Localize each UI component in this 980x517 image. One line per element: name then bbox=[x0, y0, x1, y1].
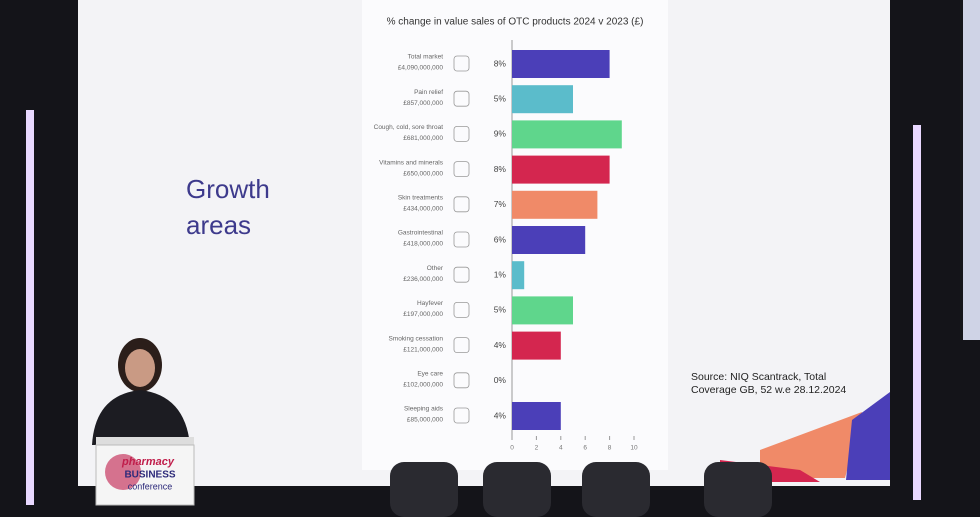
x-tick-label: 4 bbox=[559, 445, 563, 452]
sales-label: £418,000,000 bbox=[403, 241, 443, 248]
category-label: Hayfever bbox=[417, 300, 444, 307]
bar bbox=[512, 120, 622, 149]
x-tick-label: 2 bbox=[535, 445, 539, 452]
side-screen bbox=[963, 0, 980, 340]
category-label: Other bbox=[427, 265, 444, 272]
logo-text: pharmacy bbox=[121, 456, 175, 468]
light-bar bbox=[26, 110, 34, 505]
sales-label: £434,000,000 bbox=[403, 206, 443, 213]
bar bbox=[512, 226, 586, 254]
bar bbox=[512, 155, 610, 184]
source-note: Coverage GB, 52 w.e 28.12.2024 bbox=[691, 384, 846, 396]
category-label: Eye care bbox=[417, 371, 443, 378]
heading: areas bbox=[186, 210, 251, 240]
sales-label: £650,000,000 bbox=[403, 170, 443, 177]
sales-label: £4,090,000,000 bbox=[398, 65, 444, 72]
sales-label: £121,000,000 bbox=[403, 346, 443, 353]
bar bbox=[512, 296, 573, 325]
chair bbox=[390, 462, 458, 517]
bar bbox=[512, 50, 610, 78]
decor-shape bbox=[846, 392, 890, 480]
logo-globe bbox=[105, 454, 141, 490]
x-tick-label: 10 bbox=[630, 445, 638, 452]
value-label: 0% bbox=[494, 375, 507, 385]
value-label: 4% bbox=[494, 340, 507, 350]
value-label: 1% bbox=[494, 269, 507, 279]
category-label: Skin treatments bbox=[398, 195, 444, 202]
category-label: Sleeping aids bbox=[404, 406, 444, 413]
source-note: Source: NIQ Scantrack, Total bbox=[691, 371, 826, 383]
sales-label: £857,000,000 bbox=[403, 100, 443, 107]
decor-shape bbox=[760, 412, 862, 478]
sales-label: £102,000,000 bbox=[403, 382, 443, 389]
logo-text: conference bbox=[128, 481, 173, 491]
chart-title: % change in value sales of OTC products … bbox=[387, 17, 644, 28]
bar bbox=[512, 331, 561, 360]
chair bbox=[582, 462, 650, 517]
category-icon bbox=[453, 196, 470, 213]
category-label: Vitamins and minerals bbox=[379, 159, 444, 166]
category-label: Total market bbox=[408, 54, 444, 61]
category-label: Pain relief bbox=[414, 89, 443, 96]
category-icon bbox=[453, 266, 470, 283]
category-icon bbox=[453, 90, 470, 107]
value-label: 5% bbox=[494, 305, 507, 315]
value-label: 8% bbox=[494, 58, 507, 68]
podium-top bbox=[96, 437, 194, 447]
category-label: Cough, cold, sore throat bbox=[374, 124, 444, 131]
value-label: 7% bbox=[494, 199, 507, 209]
category-icon bbox=[453, 231, 470, 248]
sales-label: £236,000,000 bbox=[403, 276, 443, 283]
value-label: 8% bbox=[494, 164, 507, 174]
speaker bbox=[92, 338, 190, 445]
category-icon bbox=[453, 337, 470, 354]
value-label: 6% bbox=[494, 234, 507, 244]
category-icon bbox=[453, 161, 470, 178]
category-label: Gastrointestinal bbox=[398, 230, 444, 237]
face bbox=[125, 349, 155, 387]
chairs bbox=[390, 462, 772, 517]
category-icon bbox=[453, 55, 470, 72]
light-bar bbox=[913, 125, 921, 500]
bar bbox=[512, 85, 573, 114]
x-tick-label: 0 bbox=[510, 445, 514, 452]
chair bbox=[483, 462, 551, 517]
value-label: 9% bbox=[494, 129, 507, 139]
sales-label: £197,000,000 bbox=[403, 311, 443, 318]
heading: Growth bbox=[186, 174, 270, 204]
category-icon bbox=[453, 126, 470, 142]
value-label: 4% bbox=[494, 410, 507, 420]
category-icon bbox=[453, 407, 470, 424]
chair bbox=[704, 462, 772, 517]
category-label: Smoking cessation bbox=[388, 335, 443, 342]
torso bbox=[92, 390, 190, 445]
bar bbox=[512, 261, 525, 290]
logo-text: BUSINESS bbox=[124, 470, 175, 481]
x-tick-label: 6 bbox=[583, 445, 587, 452]
category-icon bbox=[453, 301, 470, 318]
value-label: 5% bbox=[494, 93, 507, 103]
sales-label: £85,000,000 bbox=[407, 417, 444, 424]
category-icon bbox=[453, 372, 470, 389]
sales-label: £681,000,000 bbox=[403, 135, 443, 142]
x-tick-label: 8 bbox=[608, 445, 612, 452]
bar bbox=[512, 190, 598, 219]
bar bbox=[512, 402, 561, 430]
